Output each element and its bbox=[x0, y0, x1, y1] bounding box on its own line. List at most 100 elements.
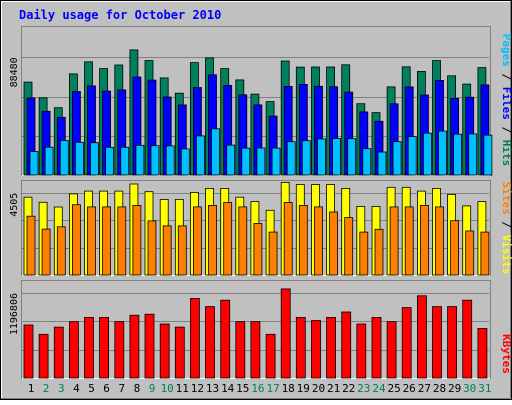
x-label-day-21: 21 bbox=[327, 382, 340, 395]
bar-pages-day-8 bbox=[135, 144, 145, 176]
bar-sites-day-15 bbox=[238, 206, 248, 276]
bar-pages-day-7 bbox=[120, 146, 130, 176]
bar-sites-day-7 bbox=[117, 206, 127, 276]
bar-pages-day-23 bbox=[362, 148, 372, 176]
bar-kbytes-day-7 bbox=[114, 321, 125, 379]
bar-sites-day-22 bbox=[344, 217, 354, 276]
legend-part: Pages bbox=[500, 34, 512, 67]
bar-kbytes-day-22 bbox=[341, 311, 352, 379]
legend-part: / bbox=[500, 120, 512, 140]
bar-sites-day-2 bbox=[41, 228, 51, 276]
bar-pages-day-6 bbox=[105, 146, 114, 176]
bar-sites-day-6 bbox=[102, 206, 111, 276]
bar-kbytes-day-23 bbox=[356, 323, 367, 379]
y-tick-label: 88480 bbox=[9, 57, 20, 87]
bar-sites-day-25 bbox=[389, 206, 399, 276]
x-label-day-18: 18 bbox=[282, 382, 295, 395]
bar-kbytes-day-21 bbox=[326, 316, 337, 379]
bar-kbytes-day-2 bbox=[38, 333, 49, 379]
y-tick-label: 4505 bbox=[9, 193, 20, 217]
bar-pages-day-10 bbox=[165, 145, 175, 176]
x-label-day-22: 22 bbox=[342, 382, 355, 395]
bar-kbytes-day-16 bbox=[250, 321, 261, 379]
bar-sites-day-1 bbox=[26, 215, 36, 276]
bar-sites-day-30 bbox=[465, 230, 475, 276]
x-label-day-9: 9 bbox=[149, 382, 156, 395]
bar-pages-day-19 bbox=[301, 140, 311, 176]
bar-sites-day-3 bbox=[56, 226, 66, 276]
bar-kbytes-day-19 bbox=[295, 316, 306, 379]
bar-kbytes-day-10 bbox=[159, 323, 170, 379]
bar-pages-day-24 bbox=[377, 151, 387, 176]
x-label-day-17: 17 bbox=[266, 382, 279, 395]
bar-kbytes-day-12 bbox=[189, 298, 200, 379]
bar-sites-day-16 bbox=[253, 223, 263, 276]
x-label-day-11: 11 bbox=[176, 382, 189, 395]
bar-kbytes-day-8 bbox=[129, 314, 140, 379]
bar-kbytes-day-6 bbox=[99, 316, 109, 379]
x-label-day-24: 24 bbox=[372, 382, 386, 395]
bar-kbytes-day-9 bbox=[144, 313, 155, 379]
x-label-day-13: 13 bbox=[206, 382, 219, 395]
series-pages bbox=[29, 128, 493, 176]
bar-sites-day-8 bbox=[132, 204, 142, 276]
x-label-day-12: 12 bbox=[191, 382, 204, 395]
x-label-day-20: 20 bbox=[312, 382, 325, 395]
x-label-day-19: 19 bbox=[297, 382, 310, 395]
bar-sites-day-10 bbox=[162, 225, 172, 276]
y-tick-label: 1196806 bbox=[9, 293, 20, 335]
bar-kbytes-day-15 bbox=[235, 321, 246, 379]
legend-part: KBytes bbox=[500, 334, 512, 374]
x-label-day-23: 23 bbox=[357, 382, 370, 395]
bar-kbytes-day-13 bbox=[205, 306, 215, 379]
bar-sites-day-27 bbox=[419, 204, 429, 276]
bar-sites-day-5 bbox=[87, 206, 96, 276]
x-label-day-7: 7 bbox=[118, 382, 125, 395]
bar-sites-day-28 bbox=[435, 206, 444, 276]
bar-kbytes-day-25 bbox=[386, 321, 397, 379]
x-label-day-16: 16 bbox=[251, 382, 264, 395]
x-label-day-28: 28 bbox=[433, 382, 446, 395]
bar-sites-day-20 bbox=[314, 206, 323, 276]
bar-kbytes-day-3 bbox=[53, 326, 64, 379]
bar-kbytes-day-29 bbox=[447, 306, 458, 379]
bar-pages-day-29 bbox=[453, 133, 463, 176]
bar-pages-day-12 bbox=[195, 135, 205, 176]
bar-pages-day-17 bbox=[271, 147, 281, 176]
bar-kbytes-day-27 bbox=[416, 295, 427, 379]
bar-kbytes-day-26 bbox=[401, 307, 412, 379]
legend-panel2: Sites / Visits bbox=[500, 182, 512, 275]
bar-pages-day-20 bbox=[317, 138, 326, 176]
bar-pages-day-18 bbox=[286, 141, 296, 176]
x-axis-labels: 1 2 3 4 5 6 7 8 9 10 11 12 13 14 15 16 17 18 19 20 21 22 23 24 2… bbox=[28, 382, 492, 395]
x-label-day-14: 14 bbox=[221, 382, 235, 395]
x-label-day-30: 30 bbox=[463, 382, 476, 395]
bar-pages-day-22 bbox=[347, 138, 357, 176]
bar-pages-day-5 bbox=[90, 142, 99, 176]
chart-title: Daily usage for October 2010 bbox=[19, 8, 221, 22]
bar-pages-day-1 bbox=[29, 151, 39, 176]
bar-pages-day-11 bbox=[180, 148, 190, 176]
legend-part: Sites bbox=[500, 182, 512, 215]
bar-pages-day-31 bbox=[483, 134, 493, 176]
bar-sites-day-23 bbox=[359, 231, 369, 276]
bar-pages-day-9 bbox=[150, 145, 160, 176]
x-label-day-4: 4 bbox=[73, 382, 80, 395]
bar-pages-day-4 bbox=[75, 141, 84, 176]
bar-pages-day-14 bbox=[226, 144, 236, 176]
bar-pages-day-3 bbox=[59, 139, 69, 176]
x-label-day-15: 15 bbox=[236, 382, 249, 395]
bar-pages-day-13 bbox=[211, 128, 220, 176]
bar-kbytes-day-4 bbox=[69, 321, 79, 379]
bar-sites-day-19 bbox=[298, 204, 308, 276]
bar-pages-day-21 bbox=[332, 138, 342, 176]
bar-kbytes-day-1 bbox=[23, 324, 34, 379]
x-label-day-31: 31 bbox=[478, 382, 491, 395]
bar-pages-day-2 bbox=[44, 146, 54, 176]
bar-pages-day-25 bbox=[392, 141, 402, 176]
bar-sites-day-26 bbox=[404, 206, 414, 276]
bar-kbytes-day-24 bbox=[371, 316, 382, 379]
bar-sites-day-13 bbox=[208, 204, 217, 276]
